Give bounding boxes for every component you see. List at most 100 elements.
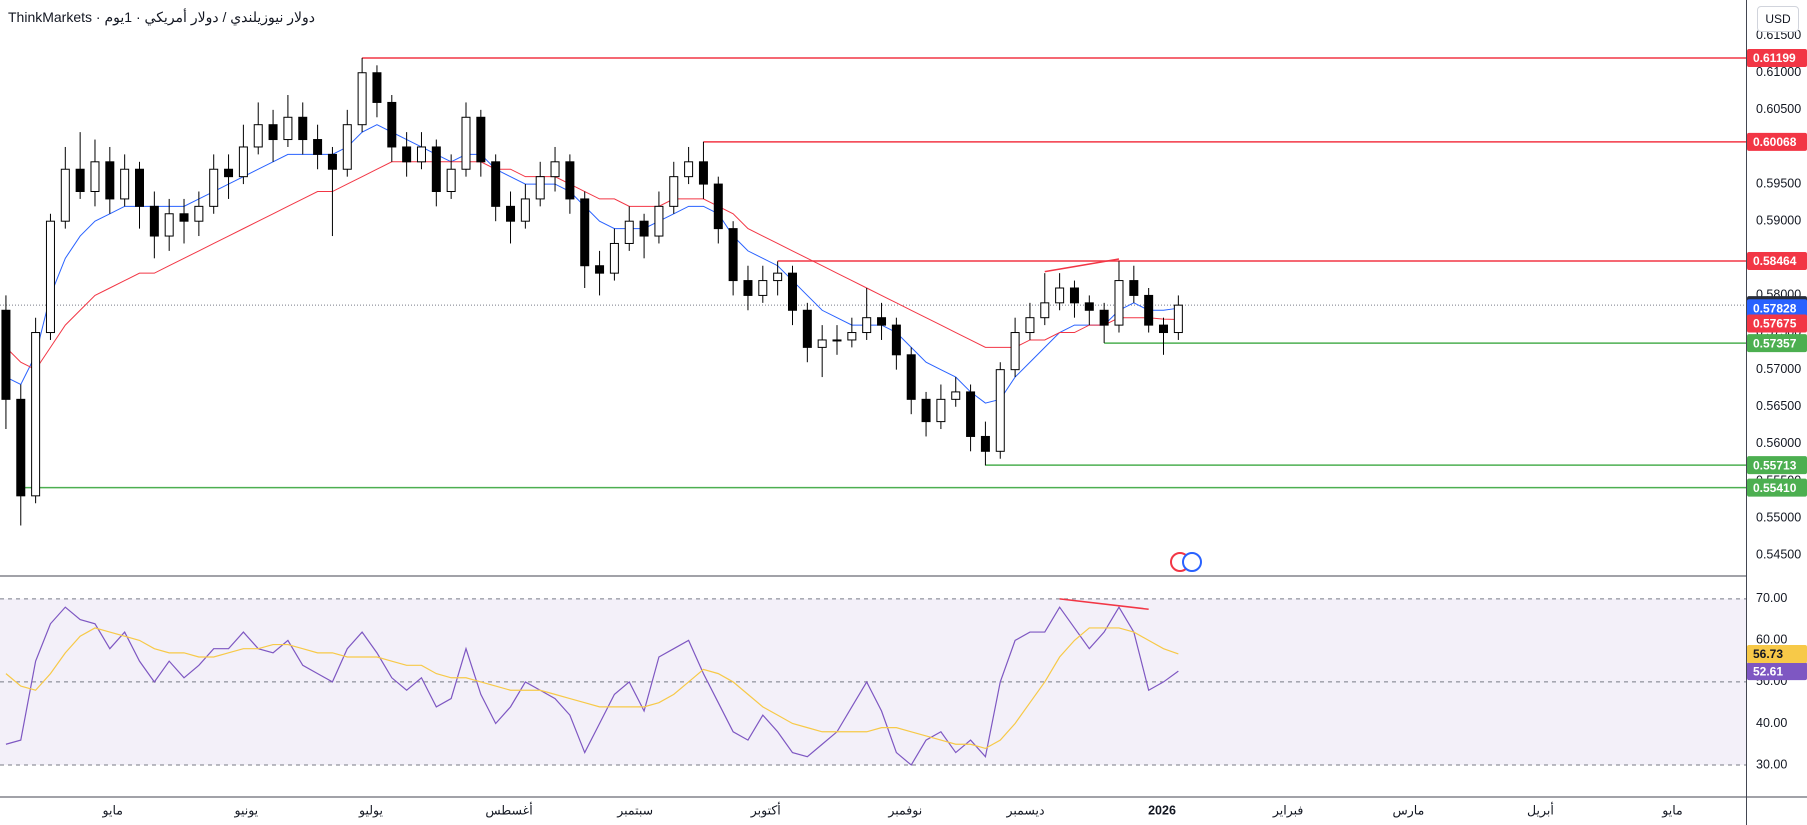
candle-body [862, 317, 872, 334]
candle-body [342, 124, 352, 170]
y-tick-label: 0.55000 [1756, 510, 1801, 524]
candle-body [1159, 324, 1169, 334]
y-tick-label: 0.56000 [1756, 436, 1801, 450]
candle-body [773, 272, 783, 282]
candle-body [431, 146, 441, 193]
event-flags[interactable] [1170, 552, 1202, 572]
candle-body [624, 220, 634, 244]
candle-body [60, 168, 70, 222]
candle-body [535, 176, 545, 200]
level-badge [1747, 478, 1807, 497]
candle-body [90, 161, 100, 193]
candle-body [936, 398, 946, 423]
x-tick-label: مارس [1392, 803, 1424, 818]
y-tick-label: 40.00 [1756, 716, 1787, 730]
trend-line [1059, 598, 1149, 610]
candle-body [476, 116, 486, 163]
candle-body [951, 391, 961, 400]
candle-body [491, 161, 501, 207]
candle-body [75, 168, 85, 193]
x-tick-label: أبريل [1527, 801, 1554, 818]
y-tick-label: 0.59500 [1756, 176, 1801, 190]
candle-body [268, 124, 278, 141]
rsi-badge [1747, 644, 1807, 663]
level-badge [1747, 48, 1807, 67]
candle-body [847, 332, 857, 341]
symbol-title: دولار نيوزيلندي / دولار أمريكي · 1يوم [104, 9, 316, 25]
candle-body [327, 153, 337, 170]
level-badge-label: 0.60068 [1753, 135, 1797, 149]
candle-body [1040, 302, 1050, 319]
ma-badge [1747, 314, 1807, 333]
candle-body [654, 205, 664, 237]
rsi-line [5, 627, 1179, 750]
x-tick-label: 2026 [1148, 803, 1176, 817]
candle-body [1084, 302, 1094, 311]
candle-body [283, 116, 293, 141]
candle-body [1025, 317, 1035, 334]
y-tick-label: 30.00 [1756, 757, 1787, 771]
candle-body [698, 161, 708, 185]
currency-button[interactable]: USD [1757, 6, 1799, 32]
candle-body [1, 309, 11, 400]
candle-body [105, 161, 115, 200]
candle-body [921, 398, 931, 423]
rsi-line [5, 605, 1179, 766]
candle-body [298, 116, 308, 141]
y-tick-label: 0.56500 [1756, 399, 1801, 413]
candle-body [1144, 294, 1154, 326]
candle-body [416, 146, 426, 163]
level-badge-label: 0.61199 [1753, 51, 1796, 65]
candle-body [1055, 287, 1065, 304]
candle-body [877, 317, 887, 326]
candle-body [149, 205, 159, 237]
candle-body [120, 168, 130, 200]
candle-body [728, 228, 738, 282]
x-tick-label: يوليو [358, 803, 383, 818]
candle-body [787, 272, 797, 311]
candle-body [1114, 280, 1124, 326]
candle-body [387, 101, 397, 148]
candle-body [906, 354, 916, 400]
rsi-badge-label: 56.73 [1753, 647, 1783, 661]
candle-body [669, 176, 679, 207]
candle-body [238, 146, 248, 178]
x-tick-label: مايو [102, 803, 123, 818]
candle-body [550, 161, 560, 178]
y-tick-label: 0.54500 [1756, 548, 1801, 562]
candle-body [253, 124, 263, 148]
level-badge-label: 0.57357 [1753, 336, 1797, 350]
candle-body [135, 168, 145, 207]
candle-body [684, 161, 694, 178]
level-badge-label: 0.55713 [1753, 458, 1797, 472]
x-tick-label: سبتمبر [616, 803, 653, 818]
level-badge [1747, 334, 1807, 353]
candle-body [45, 220, 55, 334]
x-tick-label: نوفمبر [887, 803, 922, 818]
candle-body [595, 265, 605, 274]
level-badge-label: 0.55410 [1753, 481, 1797, 495]
candle-body [1010, 332, 1020, 371]
trend-line [1044, 258, 1120, 273]
rsi-badge-label: 52.61 [1753, 664, 1783, 678]
candle-body [372, 72, 382, 103]
x-tick-label: يونيو [234, 803, 259, 818]
ma-badge [1747, 299, 1807, 318]
x-tick-label: أغسطس [485, 801, 532, 818]
candle-body [817, 339, 827, 348]
y-tick-label: 0.61000 [1756, 65, 1801, 79]
flag-icon[interactable] [1182, 552, 1202, 572]
broker: ThinkMarkets [8, 9, 93, 25]
candle-body [179, 213, 189, 222]
candle-body [980, 435, 990, 452]
candle-body [402, 146, 412, 163]
candle-body [1069, 287, 1079, 304]
candle-body [609, 242, 619, 274]
candle-body [1129, 280, 1139, 296]
candle-body [832, 339, 842, 342]
candle-body [1173, 304, 1183, 334]
candle-body [966, 391, 976, 437]
y-tick-label: 0.60500 [1756, 102, 1801, 116]
